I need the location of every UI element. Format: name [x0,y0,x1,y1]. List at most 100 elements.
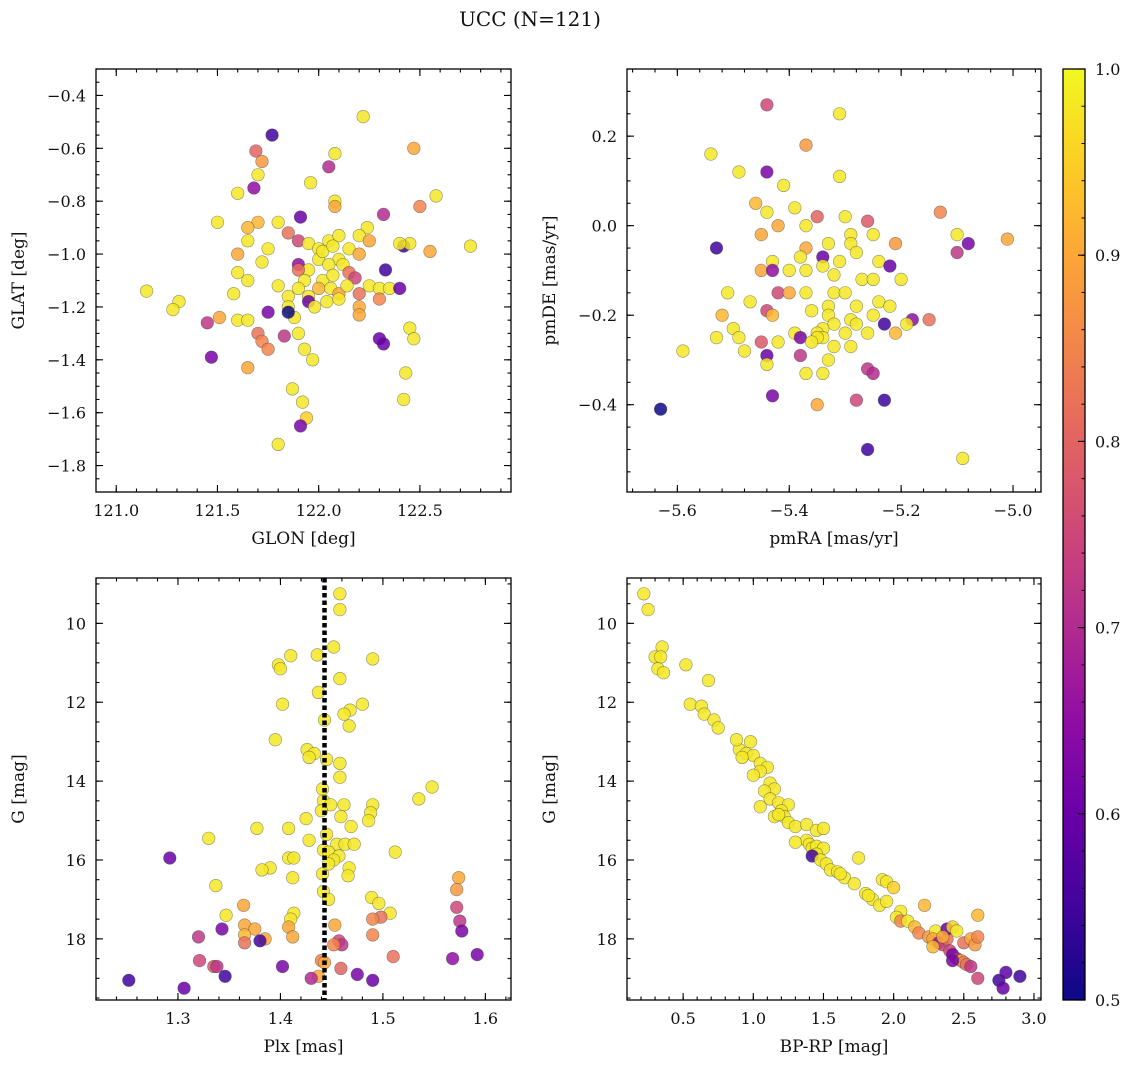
scatter-point [333,756,347,771]
y-tick-label: −1.2 [47,298,86,317]
scatter-point [355,697,370,711]
scatter-point [676,344,690,358]
colorbar-tick-label: 0.6 [1095,805,1120,824]
y-tick-label: −0.2 [578,306,617,325]
scatter-point [771,335,785,349]
scatter-point [210,215,225,229]
scatter-point [275,697,290,711]
scatter-point [356,109,370,124]
scatter-point [297,342,312,356]
scatter-point [683,697,697,711]
panel-1: 121.0 121.5 122.0 122.5 −1.8 −1.6 −1.4 −1.2 −1.0… [9,68,512,549]
scatter-point [423,244,437,258]
scatter-point [366,912,380,926]
scatter-point [348,271,362,285]
scatter-point [327,938,341,952]
scatter-point [793,331,808,345]
scatter-point [261,305,275,319]
scatter-point [746,768,760,782]
y-tick-label: −0.4 [578,396,617,415]
scatter-point [810,210,824,224]
scatter-point [849,245,864,260]
x-tick-label: 3.0 [1021,1009,1046,1028]
scatter-point [1000,232,1015,246]
scatter-point [251,168,265,182]
scatter-point [200,316,214,330]
scatter-point [971,971,985,985]
scatter-point [413,199,427,214]
scatter-point [407,332,421,346]
scatter-point [847,877,861,891]
scatter-point [452,871,466,885]
scatter-point [326,239,340,253]
scatter-point [776,178,791,192]
panel-2: −5.6 −5.4 −5.2 −5.0 −0.4 −0.2 0.0 0.2 pmRA [mas/… [540,68,1042,549]
y-tick-label: 10 [66,614,86,633]
scatter-point [302,750,316,765]
scatter-point [333,671,347,686]
scatter-point [366,973,380,987]
x-tick-label: −5.6 [658,501,697,520]
scatter-point [285,382,300,396]
scatter-point [293,419,308,433]
scatter-point [271,279,285,293]
scatter-point [737,344,752,358]
scatter-point [877,393,892,407]
x-tick-label: 0.5 [670,1009,695,1028]
scatter-point [849,393,864,407]
scatter-point [697,707,711,721]
scatter-point [900,317,914,331]
scatter-point [308,300,322,314]
x-tick-label: 122.5 [397,501,443,520]
scatter-point [265,128,279,142]
scatter-point [352,247,366,261]
y-tick-label: 14 [66,772,86,791]
scatter-point [191,930,206,944]
scatter-point [936,930,950,944]
scatter-point [334,961,348,976]
scatter-point [253,934,267,948]
x-tick-label: 2.0 [881,1009,906,1028]
scatter-point [366,652,380,666]
scatter-point [192,953,207,968]
scatter-point [333,770,347,784]
scatter-point [765,389,780,403]
scatter-point [851,851,866,865]
scatter-point [821,237,836,251]
scatter-point [350,967,364,982]
x-axis-label: Plx [mas] [263,1037,343,1057]
scatter-point [231,247,245,261]
scatter-point [386,949,400,964]
scatter-point [352,287,366,301]
y-tick-label: 0.2 [592,127,617,146]
scatter-point [879,894,894,909]
scatter-point [291,281,306,296]
scatter-point [877,317,892,331]
scatter-point [366,928,380,942]
scatter-point [771,219,785,233]
scatter-point [679,658,693,672]
scatter-point [337,798,351,812]
scatter-point [212,310,227,325]
colorbar-frame [1062,68,1086,1001]
scatter-point [177,981,191,995]
scatter-point [833,867,847,881]
scatter-point [372,292,387,306]
scatter-point [653,402,668,416]
scatter-point [656,666,671,680]
panel-3: 1.3 1.4 1.5 1.6 10 12 14 16 18 Plx [mas] G [mag] [9,577,512,1057]
y-tick-label: −1.0 [47,245,86,264]
scatter-point [922,313,936,327]
y-tick-label: 16 [66,851,86,870]
x-tick-label: 1.5 [370,1009,395,1028]
scatter-point [446,951,460,966]
scatter-point [302,833,316,847]
scatter-point [804,304,819,318]
scatter-point [838,286,852,300]
scatter-point [341,869,355,883]
scatter-points [653,98,1015,466]
scatter-point [709,241,724,255]
colorbar-gradient [1063,69,1085,1000]
scatter-point [450,882,464,897]
scatter-point [231,266,245,280]
